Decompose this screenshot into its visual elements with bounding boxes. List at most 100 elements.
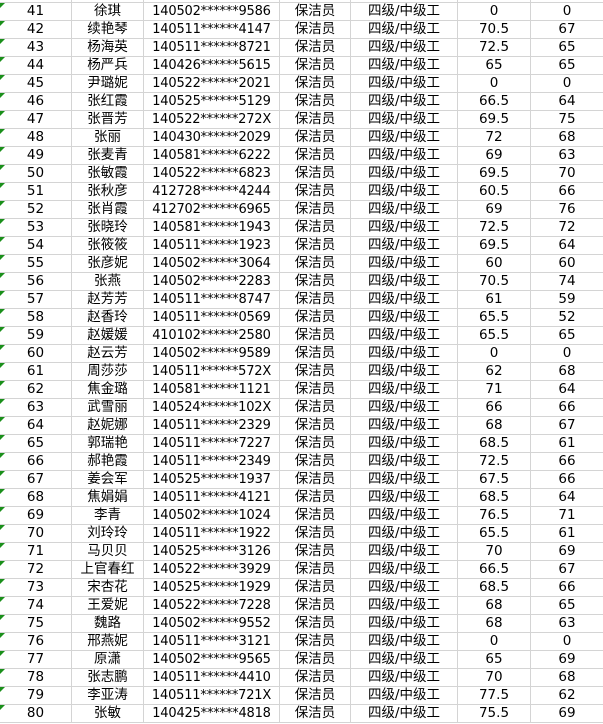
level-cell[interactable]: 四级/中级工 xyxy=(351,471,458,488)
name-cell[interactable]: 原潇 xyxy=(72,651,144,668)
score2-cell[interactable] xyxy=(531,0,603,2)
name-cell[interactable]: 赵云芳 xyxy=(72,345,144,362)
score1-cell[interactable]: 68 xyxy=(458,615,531,632)
error-indicator-icon[interactable] xyxy=(0,471,5,476)
error-indicator-icon[interactable] xyxy=(0,651,5,656)
id-number-cell[interactable]: 140525******1937 xyxy=(144,471,280,488)
name-cell[interactable]: 张志鹏 xyxy=(72,669,144,686)
job-cell[interactable]: 保洁员 xyxy=(280,345,351,362)
job-cell[interactable]: 保洁员 xyxy=(280,39,351,56)
score1-cell[interactable]: 70 xyxy=(458,543,531,560)
job-cell[interactable]: 保洁员 xyxy=(280,363,351,380)
row-number-cell[interactable]: 46 xyxy=(0,93,72,110)
table-row[interactable]: 52 张肖霞 412702******6965 保洁员 四级/中级工 69 76 xyxy=(0,201,603,219)
table-row[interactable]: 56 张燕 140502******2283 保洁员 四级/中级工 70.5 74 xyxy=(0,273,603,291)
table-row[interactable]: 54 张筱筱 140511******1923 保洁员 四级/中级工 69.5 64 xyxy=(0,237,603,255)
score1-cell[interactable]: 65 xyxy=(458,57,531,74)
name-cell[interactable]: 武雪丽 xyxy=(72,399,144,416)
level-cell[interactable]: 四级/中级工 xyxy=(351,75,458,92)
score1-cell[interactable]: 65.5 xyxy=(458,525,531,542)
job-cell[interactable]: 保洁员 xyxy=(280,705,351,722)
error-indicator-icon[interactable] xyxy=(0,111,5,116)
score2-cell[interactable]: 67 xyxy=(558,21,576,37)
level-cell[interactable]: 四级/中级工 xyxy=(351,219,458,236)
name-cell[interactable]: 邢燕妮 xyxy=(72,633,144,650)
table-row[interactable]: 61 周莎莎 140511******572X 保洁员 四级/中级工 62 68 xyxy=(0,363,603,381)
id-number-cell[interactable]: 140581******6222 xyxy=(144,147,280,164)
job-cell[interactable]: 保洁员 xyxy=(280,201,351,218)
id-number-cell[interactable]: 140511******3121 xyxy=(144,633,280,650)
error-indicator-icon[interactable] xyxy=(0,615,5,620)
score1-cell[interactable]: 68.5 xyxy=(458,489,531,506)
score1-cell[interactable]: 60.5 xyxy=(458,183,531,200)
id-number-cell[interactable]: 140525******3126 xyxy=(144,543,280,560)
table-row[interactable]: 77 原潇 140502******9565 保洁员 四级/中级工 65 69 xyxy=(0,651,603,669)
level-cell[interactable]: 四级/中级工 xyxy=(351,543,458,560)
error-indicator-icon[interactable] xyxy=(0,579,5,584)
table-row[interactable]: 66 郝艳霞 140511******2349 保洁员 四级/中级工 72.5 66 xyxy=(0,453,603,471)
id-number-cell[interactable]: 140430******2029 xyxy=(144,129,280,146)
job-cell[interactable] xyxy=(280,0,351,2)
row-number-cell[interactable]: 78 xyxy=(0,669,72,686)
score2-cell[interactable]: 61 xyxy=(558,435,576,451)
score2-cell[interactable]: 74 xyxy=(558,273,576,289)
name-cell[interactable]: 郝艳霞 xyxy=(72,453,144,470)
table-row[interactable]: 45 尹璐妮 140522******2021 保洁员 四级/中级工 0 0 xyxy=(0,75,603,93)
error-indicator-icon[interactable] xyxy=(0,255,5,260)
error-indicator-icon[interactable] xyxy=(0,363,5,368)
score2-cell[interactable]: 62 xyxy=(558,687,576,703)
row-number-cell[interactable]: 47 xyxy=(0,111,72,128)
score1-cell[interactable]: 65.5 xyxy=(458,309,531,326)
score2-cell[interactable]: 66 xyxy=(558,453,576,469)
score1-cell[interactable]: 0 xyxy=(458,633,531,650)
name-cell[interactable]: 张晋芳 xyxy=(72,111,144,128)
table-row[interactable]: 55 张彦妮 140502******3064 保洁员 四级/中级工 60 60 xyxy=(0,255,603,273)
level-cell[interactable]: 四级/中级工 xyxy=(351,237,458,254)
score2-cell[interactable]: 52 xyxy=(558,309,576,325)
score2-cell[interactable]: 0 xyxy=(562,75,572,91)
score2-cell[interactable]: 0 xyxy=(562,3,572,19)
score1-cell[interactable]: 68.5 xyxy=(458,435,531,452)
level-cell[interactable]: 四级/中级工 xyxy=(351,93,458,110)
name-cell[interactable]: 焦金璐 xyxy=(72,381,144,398)
table-row[interactable]: 50 张敏霞 140522******6823 保洁员 四级/中级工 69.5 70 xyxy=(0,165,603,183)
id-number-cell[interactable]: 140522******6823 xyxy=(144,165,280,182)
id-number-cell[interactable]: 140522******3929 xyxy=(144,561,280,578)
row-number-cell[interactable]: 69 xyxy=(0,507,72,524)
job-cell[interactable]: 保洁员 xyxy=(280,507,351,524)
id-number-cell[interactable]: 140581******1943 xyxy=(144,219,280,236)
table-row[interactable]: 72 上官春红 140522******3929 保洁员 四级/中级工 66.5 67 xyxy=(0,561,603,579)
score1-cell[interactable]: 66.5 xyxy=(458,93,531,110)
name-cell[interactable]: 姜会军 xyxy=(72,471,144,488)
score2-cell[interactable]: 67 xyxy=(558,561,576,577)
error-indicator-icon[interactable] xyxy=(0,309,5,314)
id-number-cell[interactable]: 140425******4818 xyxy=(144,705,280,722)
level-cell[interactable]: 四级/中级工 xyxy=(351,309,458,326)
error-indicator-icon[interactable] xyxy=(0,381,5,386)
row-number-cell[interactable]: 74 xyxy=(0,597,72,614)
id-number-cell[interactable]: 140581******1121 xyxy=(144,381,280,398)
error-indicator-icon[interactable] xyxy=(0,525,5,530)
score2-cell[interactable]: 68 xyxy=(558,363,576,379)
score1-cell[interactable]: 72.5 xyxy=(458,453,531,470)
job-cell[interactable]: 保洁员 xyxy=(280,291,351,308)
name-cell[interactable] xyxy=(72,0,144,2)
level-cell[interactable]: 四级/中级工 xyxy=(351,633,458,650)
job-cell[interactable]: 保洁员 xyxy=(280,381,351,398)
id-number-cell[interactable] xyxy=(144,0,280,2)
score2-cell[interactable]: 0 xyxy=(562,633,572,649)
score1-cell[interactable]: 77.5 xyxy=(458,687,531,704)
id-number-cell[interactable]: 140522******7228 xyxy=(144,597,280,614)
name-cell[interactable]: 马贝贝 xyxy=(72,543,144,560)
name-cell[interactable]: 张麦青 xyxy=(72,147,144,164)
score2-cell[interactable]: 69 xyxy=(558,705,576,721)
level-cell[interactable]: 四级/中级工 xyxy=(351,453,458,470)
row-number-cell[interactable]: 64 xyxy=(0,417,72,434)
name-cell[interactable]: 王爱妮 xyxy=(72,597,144,614)
error-indicator-icon[interactable] xyxy=(0,507,5,512)
id-number-cell[interactable]: 140525******5129 xyxy=(144,93,280,110)
job-cell[interactable]: 保洁员 xyxy=(280,435,351,452)
id-number-cell[interactable]: 140522******272X xyxy=(144,111,280,128)
level-cell[interactable]: 四级/中级工 xyxy=(351,525,458,542)
table-row[interactable]: 53 张晓玲 140581******1943 保洁员 四级/中级工 72.5 72 xyxy=(0,219,603,237)
